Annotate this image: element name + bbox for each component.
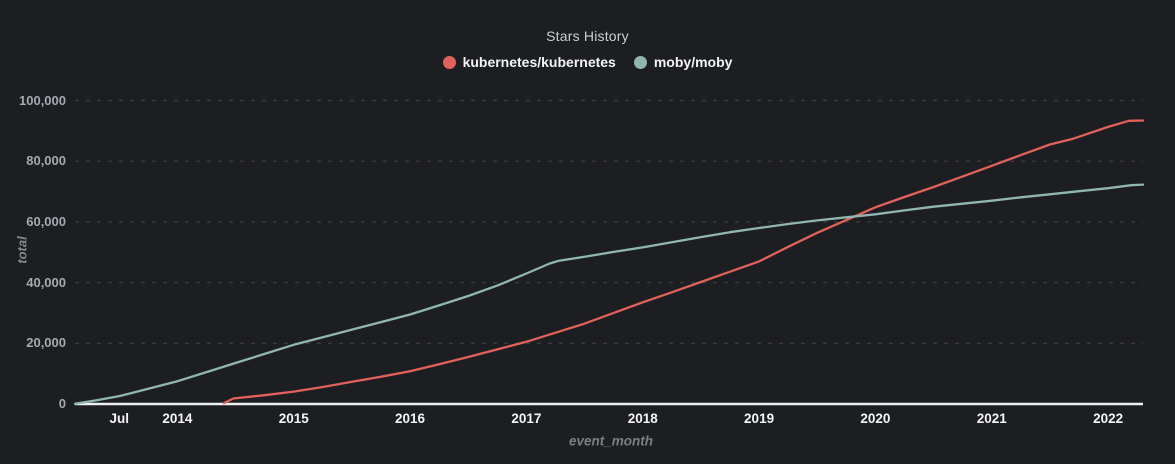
series-line-moby[interactable] [73,183,1145,405]
y-tick-label: 60,000 [26,213,66,229]
x-tick-label: 2020 [860,411,891,426]
chart-title: Stars History [546,28,629,44]
x-tick-label: Jul [109,411,129,426]
y-axis-title: total [14,236,30,264]
x-tick-label: 2022 [1093,411,1124,426]
y-tick-label: 0 [58,396,66,411]
legend-label-moby: moby/moby [653,54,733,70]
y-tick-label: 100,000 [19,92,66,108]
x-tick-label: 2018 [627,411,658,426]
y-tick-label: 80,000 [26,153,66,169]
x-tick-label: 2017 [511,411,542,426]
x-tick-label: 2016 [395,411,426,426]
legend-item-kubernetes[interactable]: kubernetes/kubernetes [442,54,616,70]
legend-dot-moby-icon [633,55,647,69]
legend-label-kubernetes: kubernetes/kubernetes [462,54,616,70]
series-line-kubernetes[interactable] [222,119,1145,405]
x-tick-label: 2014 [162,411,193,426]
legend-dot-kubernetes-icon [442,55,456,69]
x-tick-label: 2019 [744,411,775,426]
x-tick-label: 2021 [976,411,1007,426]
x-axis-title: event_month [568,433,654,449]
y-tick-label: 20,000 [26,335,66,351]
legend-item-moby[interactable]: moby/moby [633,54,733,70]
legend: kubernetes/kubernetes moby/moby [0,54,1175,70]
x-tick-label: 2015 [278,411,309,426]
y-tick-label: 40,000 [26,274,66,290]
